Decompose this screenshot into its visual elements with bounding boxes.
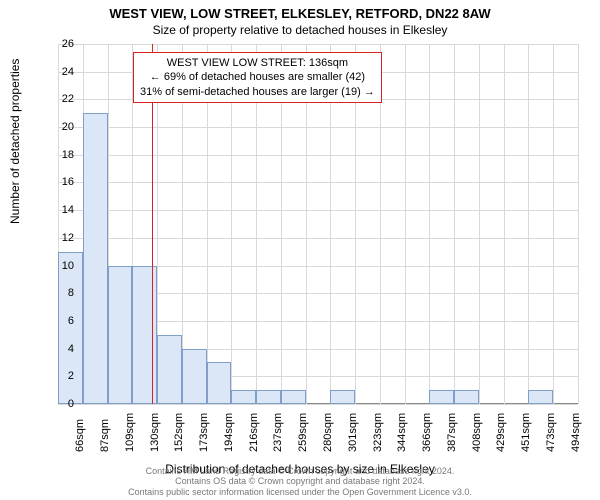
gridline-h xyxy=(58,127,578,128)
title-sub: Size of property relative to detached ho… xyxy=(0,21,600,37)
histogram-bar xyxy=(83,113,108,404)
y-tick-label: 26 xyxy=(44,38,74,50)
histogram-bar xyxy=(528,390,553,404)
x-tick-label: 87sqm xyxy=(99,419,111,452)
histogram-bar xyxy=(108,266,133,404)
gridline-v xyxy=(405,44,406,404)
x-tick-label: 494sqm xyxy=(570,413,582,452)
chart-container: WEST VIEW, LOW STREET, ELKESLEY, RETFORD… xyxy=(0,0,600,500)
x-tick-label: 408sqm xyxy=(471,413,483,452)
histogram-bar xyxy=(454,390,479,404)
y-tick-label: 6 xyxy=(44,315,74,327)
x-tick-label: 323sqm xyxy=(372,413,384,452)
chart-area: WEST VIEW LOW STREET: 136sqm← 69% of det… xyxy=(58,44,578,404)
x-tick-label: 344sqm xyxy=(396,413,408,452)
y-axis-label: Number of detached properties xyxy=(8,59,22,224)
y-tick-label: 14 xyxy=(44,204,74,216)
info-box-line: WEST VIEW LOW STREET: 136sqm xyxy=(140,56,375,70)
x-tick-label: 301sqm xyxy=(347,413,359,452)
gridline-h xyxy=(58,210,578,211)
gridline-v xyxy=(553,44,554,404)
gridline-v xyxy=(479,44,480,404)
y-tick-label: 8 xyxy=(44,287,74,299)
x-tick-label: 237sqm xyxy=(272,413,284,452)
x-tick-label: 366sqm xyxy=(421,413,433,452)
x-tick-label: 194sqm xyxy=(223,413,235,452)
y-tick-label: 22 xyxy=(44,93,74,105)
gridline-h xyxy=(58,182,578,183)
footer-attribution: Contains HM Land Registry data © Crown c… xyxy=(0,466,600,498)
x-tick-label: 66sqm xyxy=(74,419,86,452)
footer-line: Contains OS data © Crown copyright and d… xyxy=(0,476,600,487)
y-tick-label: 0 xyxy=(44,398,74,410)
y-tick-label: 16 xyxy=(44,176,74,188)
x-tick-label: 152sqm xyxy=(173,413,185,452)
histogram-bar xyxy=(281,390,306,404)
histogram-bar xyxy=(182,349,207,404)
x-tick-label: 216sqm xyxy=(248,413,260,452)
x-tick-label: 387sqm xyxy=(446,413,458,452)
info-box-line: ← 69% of detached houses are smaller (42… xyxy=(140,70,375,84)
plot-region: WEST VIEW LOW STREET: 136sqm← 69% of det… xyxy=(58,44,578,404)
x-tick-label: 259sqm xyxy=(297,413,309,452)
gridline-v xyxy=(504,44,505,404)
y-tick-label: 24 xyxy=(44,66,74,78)
y-tick-label: 2 xyxy=(44,370,74,382)
gridline-v xyxy=(578,44,579,404)
y-tick-label: 10 xyxy=(44,260,74,272)
histogram-bar xyxy=(157,335,182,404)
histogram-bar xyxy=(330,390,355,404)
histogram-bar xyxy=(256,390,281,404)
histogram-bar xyxy=(207,362,232,404)
x-tick-label: 280sqm xyxy=(322,413,334,452)
histogram-bar xyxy=(132,266,157,404)
gridline-v xyxy=(429,44,430,404)
histogram-bar xyxy=(429,390,454,404)
gridline-h xyxy=(58,238,578,239)
y-tick-label: 20 xyxy=(44,121,74,133)
footer-line: Contains public sector information licen… xyxy=(0,487,600,498)
info-box-line: 31% of semi-detached houses are larger (… xyxy=(140,85,375,99)
x-tick-label: 473sqm xyxy=(545,413,557,452)
y-tick-label: 18 xyxy=(44,149,74,161)
footer-line: Contains HM Land Registry data © Crown c… xyxy=(0,466,600,477)
info-box: WEST VIEW LOW STREET: 136sqm← 69% of det… xyxy=(133,52,382,103)
x-tick-label: 429sqm xyxy=(495,413,507,452)
y-tick-label: 4 xyxy=(44,343,74,355)
x-tick-label: 109sqm xyxy=(124,413,136,452)
gridline-h xyxy=(58,404,578,405)
histogram-bar xyxy=(231,390,256,404)
title-main: WEST VIEW, LOW STREET, ELKESLEY, RETFORD… xyxy=(0,0,600,21)
x-tick-label: 451sqm xyxy=(520,413,532,452)
gridline-h xyxy=(58,155,578,156)
gridline-h xyxy=(58,44,578,45)
x-tick-label: 173sqm xyxy=(198,413,210,452)
gridline-v xyxy=(528,44,529,404)
x-tick-label: 130sqm xyxy=(149,413,161,452)
y-tick-label: 12 xyxy=(44,232,74,244)
gridline-v xyxy=(454,44,455,404)
